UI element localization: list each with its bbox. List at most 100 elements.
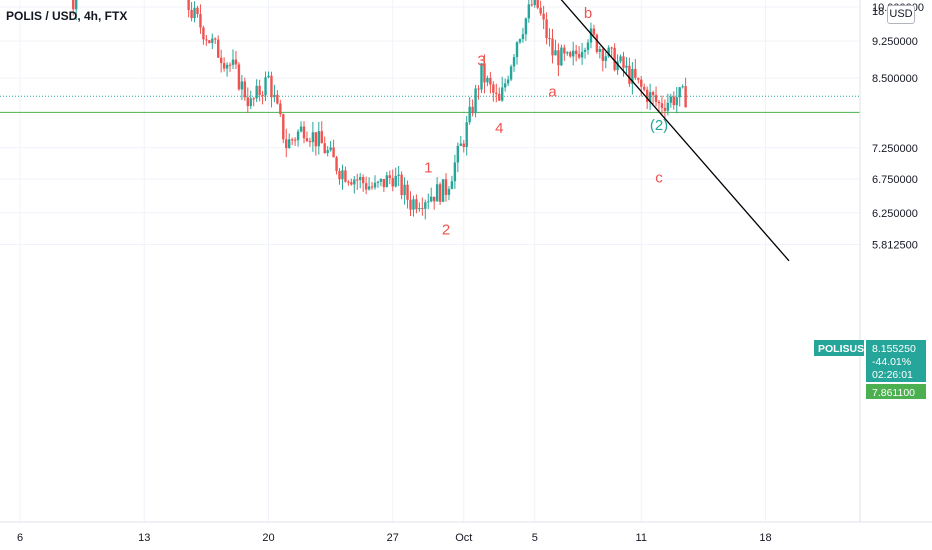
candle-body <box>415 199 418 210</box>
candle-body <box>474 88 477 114</box>
candle-body <box>403 184 406 196</box>
candle-body <box>427 201 430 203</box>
candle-body <box>619 56 622 62</box>
candle-body <box>643 86 646 90</box>
candle-body <box>663 107 667 111</box>
candle-body <box>320 131 323 144</box>
candle-body <box>586 42 590 50</box>
candle-body <box>219 57 223 64</box>
candle-body <box>273 94 276 98</box>
candle-body <box>616 61 619 71</box>
candle-body <box>545 19 548 39</box>
candle-body <box>356 179 359 181</box>
candle-body <box>237 64 241 90</box>
time-tick-label: 13 <box>138 532 150 544</box>
candle-body <box>501 87 504 101</box>
candle-body <box>329 147 332 151</box>
time-tick-label: 6 <box>17 532 23 544</box>
time-axis[interactable]: 6 13 20 27 Oct 5 11 18 <box>17 532 772 544</box>
candle-body <box>290 139 294 141</box>
candle-body <box>364 183 368 190</box>
candle-body <box>430 196 433 202</box>
candle-body <box>560 47 563 66</box>
candle-body <box>580 51 584 58</box>
candle-body <box>400 174 403 196</box>
candle-body <box>551 38 554 56</box>
candle-body <box>462 143 465 147</box>
candle-body <box>521 34 525 40</box>
candle-body <box>675 97 678 106</box>
price-axis-top-label: 18 <box>872 6 884 18</box>
candle-body <box>465 122 468 147</box>
price-axis[interactable]: 16.00000014.00000013.00000012.00000011.0… <box>872 0 924 252</box>
candle-body <box>610 47 613 49</box>
candle-body <box>296 131 300 141</box>
candle-body <box>601 49 604 61</box>
candle-body <box>211 38 214 43</box>
trendline[interactable] <box>535 0 790 262</box>
price-badge-change: -44.01% <box>872 356 911 368</box>
candle-body <box>353 179 356 185</box>
candle-body <box>199 14 202 28</box>
candle-body <box>308 141 312 143</box>
price-tick-label: 5.812500 <box>872 240 918 252</box>
wave-label: b <box>584 5 592 22</box>
chart-title: POLIS / USD, 4h, FTX <box>6 9 127 23</box>
candle-body <box>512 57 516 67</box>
candle-body <box>311 132 315 143</box>
candle-body <box>572 50 575 57</box>
candle-body <box>270 75 273 98</box>
candle-body <box>388 175 391 179</box>
wave-label: 3 <box>477 52 485 69</box>
candle-body <box>486 77 489 83</box>
price-tick-label: 8.500000 <box>872 73 918 85</box>
candle-body <box>305 138 309 142</box>
time-tick-label: 5 <box>532 532 538 544</box>
candle-body <box>193 7 196 19</box>
candle-body <box>530 4 533 6</box>
candle-body <box>373 182 377 188</box>
candle-body <box>288 139 291 149</box>
price-badge <box>866 340 926 382</box>
candle-body <box>385 175 389 188</box>
candle-body <box>515 42 519 58</box>
candle-body <box>640 79 643 87</box>
candle-body <box>645 89 649 102</box>
candle-body <box>231 59 235 65</box>
candle-body <box>317 131 320 147</box>
candle-body <box>190 10 193 19</box>
candle-body <box>397 174 400 176</box>
candle-body <box>598 49 602 52</box>
candle-body <box>282 114 285 140</box>
candle-body <box>524 18 528 35</box>
candle-body <box>681 86 684 88</box>
candle-body <box>654 95 658 102</box>
wave-label: 2 <box>442 221 450 238</box>
currency-button[interactable]: USD <box>887 5 915 24</box>
candle-body <box>196 7 199 15</box>
candle-body <box>205 39 208 41</box>
grid-lines <box>0 0 860 522</box>
time-tick-label: Oct <box>455 532 472 544</box>
candle-body <box>569 52 572 57</box>
candle-body <box>255 85 258 99</box>
candle-body <box>276 94 279 104</box>
candle-body <box>657 101 661 104</box>
candle-body <box>548 38 551 40</box>
candle-body <box>347 181 350 183</box>
candle-body <box>489 77 492 85</box>
wave-label: c <box>655 169 663 186</box>
candle-body <box>225 64 229 69</box>
candle-body <box>258 85 261 96</box>
candle-body <box>483 63 486 83</box>
candle-body <box>75 0 78 10</box>
candle-body <box>533 0 536 6</box>
candle-body <box>450 181 454 189</box>
time-tick-label: 27 <box>387 532 399 544</box>
candle-body <box>299 126 303 132</box>
level-badge-value: 7.861100 <box>872 387 915 399</box>
candle-body <box>468 106 471 123</box>
candle-body <box>539 7 542 14</box>
candle-body <box>344 170 347 182</box>
